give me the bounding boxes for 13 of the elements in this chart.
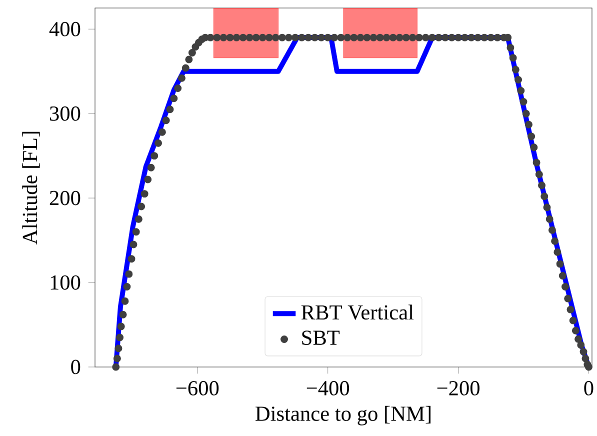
y-axis-title: Altitude [FL]	[22, 132, 40, 244]
x-tick-label: −600	[176, 381, 219, 396]
y-tick-label: 100	[50, 275, 80, 290]
y-tick-label: 300	[50, 106, 80, 121]
y-tick-label: 400	[49, 22, 80, 36]
x-tick-label: −200	[437, 381, 480, 396]
legend-label: RBT Vertical	[301, 304, 414, 320]
y-tick-label: 0	[71, 360, 80, 374]
x-tick-label: 0	[584, 381, 594, 396]
x-tick-label: −400	[306, 381, 350, 396]
legend-label: SBT	[302, 330, 340, 345]
x-axis-title: Distance to go [NM]	[256, 406, 430, 426]
y-tick-label: 200	[50, 190, 80, 206]
